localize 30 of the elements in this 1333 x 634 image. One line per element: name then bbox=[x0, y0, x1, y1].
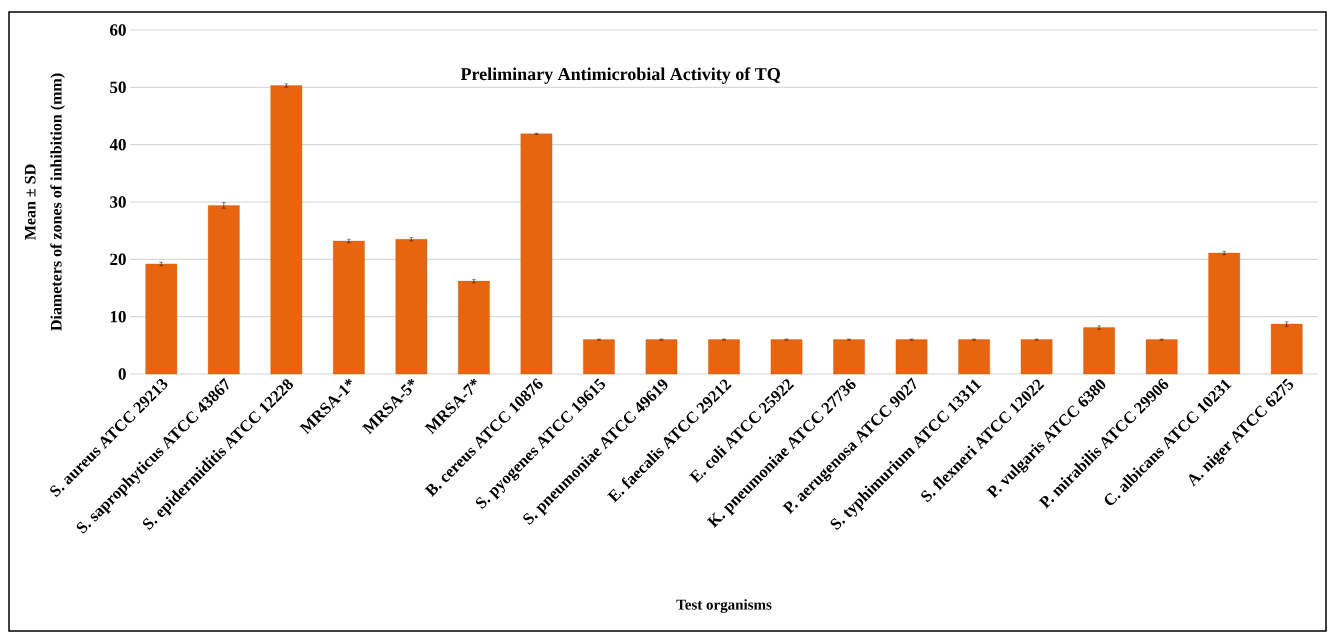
bar bbox=[770, 339, 803, 375]
bar bbox=[1145, 339, 1178, 375]
text: Mean ± SD bbox=[24, 164, 36, 240]
y-tick-label: 30 bbox=[110, 196, 126, 208]
x-axis-title: Test organisms bbox=[676, 599, 772, 613]
y-tick-label: 10 bbox=[110, 310, 126, 323]
bar bbox=[708, 339, 740, 375]
y-tick-label: 40 bbox=[109, 138, 126, 151]
bar bbox=[1270, 323, 1303, 375]
bar bbox=[645, 339, 678, 375]
bar bbox=[958, 339, 990, 375]
y-tick-label: 20 bbox=[110, 253, 126, 266]
bar bbox=[333, 240, 365, 375]
bar bbox=[1020, 339, 1053, 375]
bar bbox=[1083, 327, 1115, 375]
text: Preliminary Antimicrobial Activity of TQ bbox=[460, 67, 781, 84]
bar bbox=[833, 339, 865, 375]
bar bbox=[1208, 252, 1240, 375]
y-axis-title: Diameters of zones of inhibition (mm) bbox=[50, 73, 65, 331]
y-tick-label: 0 bbox=[118, 368, 126, 380]
bar bbox=[583, 339, 615, 375]
bar bbox=[270, 85, 303, 375]
bar bbox=[208, 205, 240, 375]
bar bbox=[458, 280, 490, 375]
bar bbox=[520, 133, 553, 375]
y-tick-label: 50 bbox=[110, 81, 126, 94]
bar bbox=[895, 339, 928, 375]
y-tick-label: 60 bbox=[110, 24, 126, 36]
bar bbox=[145, 263, 178, 375]
bar bbox=[395, 239, 428, 375]
